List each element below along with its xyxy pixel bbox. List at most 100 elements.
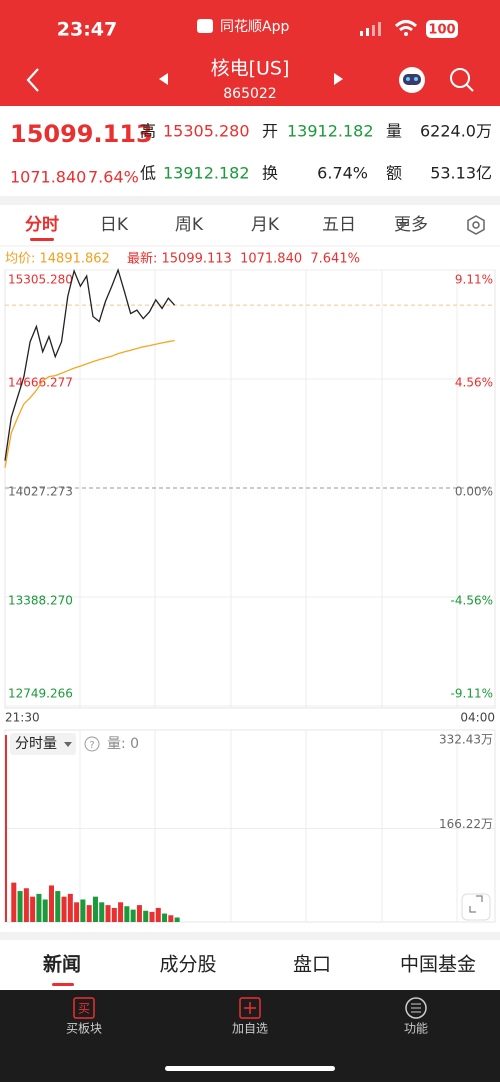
volume-bar (118, 902, 124, 922)
chart-tab[interactable]: 日K (100, 215, 129, 235)
volume-bar (111, 907, 117, 922)
x-tick-label: 21:30 (5, 711, 40, 725)
battery-level: 100 (428, 23, 455, 38)
chart-tab[interactable]: 更多 (394, 215, 428, 235)
volume-bar (155, 907, 161, 922)
chart-tab[interactable]: 分时 (25, 215, 59, 235)
robot-button[interactable] (399, 67, 425, 93)
help-mark: ? (89, 740, 94, 751)
field-value: 13912.182 (163, 164, 250, 183)
bottom-tab[interactable]: 中国基金 (400, 954, 476, 976)
home-indicator (165, 1066, 335, 1071)
volume-bar (36, 893, 42, 922)
volume-bar (30, 896, 36, 922)
field-value: 13912.182 (287, 122, 374, 141)
toolbar-label: 买板块 (66, 1022, 102, 1036)
volume-bar (168, 915, 174, 922)
volume-bar (67, 893, 73, 922)
function-lines (411, 1003, 421, 1013)
prev-stock[interactable] (159, 73, 168, 85)
battery (426, 20, 458, 38)
hour-grid (79, 270, 458, 922)
latest-info: 最新: 15099.113 1071.840 7.641% (127, 251, 360, 267)
price-frame (4, 269, 496, 709)
bottom-tab[interactable]: 成分股 (159, 954, 216, 976)
volume-bar (48, 885, 54, 922)
volume-bar (42, 899, 48, 922)
last-price: 15099.113 (10, 120, 153, 148)
settings-button[interactable] (467, 215, 485, 235)
y2-tick-label: 9.11% (455, 273, 493, 287)
y-tick-label: 13388.270 (8, 593, 73, 607)
field-label: 低 (140, 164, 156, 183)
volume-bar (86, 905, 92, 922)
field-label: 额 (386, 164, 402, 183)
stock-code: 865022 (223, 86, 276, 102)
signal (360, 22, 381, 36)
help-icon[interactable] (84, 736, 100, 752)
y-tick-label: 14666.277 (8, 375, 73, 389)
series-line (4, 339, 175, 468)
volume-bar (99, 902, 105, 922)
wifi-dot (404, 32, 408, 36)
volume-bar (80, 899, 86, 922)
selector-arrow (64, 742, 72, 747)
more-arrow (399, 223, 407, 228)
y-tick-label: 12749.266 (8, 687, 73, 701)
volume-selector[interactable] (10, 733, 76, 755)
volume-bar (105, 905, 111, 922)
field-label: 换 (262, 164, 278, 183)
series-line (4, 267, 176, 461)
field-value: 53.13亿 (430, 164, 492, 183)
buy-icon[interactable] (73, 997, 95, 1019)
volume-bar (17, 891, 23, 922)
change-pct: 7.64% (88, 168, 139, 187)
field-label: 量 (386, 122, 402, 141)
toolbar-label: 功能 (404, 1022, 428, 1036)
y-tick-label: 332.43万 (439, 733, 493, 747)
divider (0, 196, 500, 205)
y-tick-label: 14027.273 (8, 485, 73, 499)
chart-tab[interactable]: 周K (175, 215, 204, 235)
chart-tab[interactable]: 月K (251, 215, 280, 235)
function-icon[interactable] (405, 997, 427, 1019)
clock: 23:47 (57, 19, 117, 41)
field-label: 开 (262, 122, 278, 141)
volume-bar (136, 905, 142, 922)
x-tick-label: 04:00 (460, 711, 495, 725)
volume-bar (143, 910, 149, 922)
search-button[interactable] (450, 68, 474, 92)
y2-tick-label: 0.00% (455, 485, 493, 499)
volume-bar (124, 906, 130, 922)
volume-bar (162, 913, 168, 922)
divider (0, 932, 500, 940)
fullscreen-button[interactable] (461, 893, 491, 921)
next-stock[interactable] (334, 73, 343, 85)
volume-bar (149, 911, 155, 922)
add-icon[interactable] (239, 997, 261, 1019)
fullscreen-icon (469, 895, 483, 913)
field-value: 6224.0万 (420, 122, 492, 141)
change: 1071.840 (10, 168, 86, 187)
wifi (394, 20, 418, 32)
back-button[interactable] (26, 68, 39, 92)
field-value: 6.74% (317, 164, 368, 183)
chart-tab[interactable]: 五日 (322, 215, 356, 235)
y-tick-label: 166.22万 (439, 817, 493, 831)
volume-bar (61, 896, 67, 922)
bottom-tab[interactable]: 新闻 (43, 953, 81, 976)
toolbar-label: 加自选 (232, 1022, 268, 1036)
volume-bar (55, 891, 61, 922)
y2-tick-label: -9.11% (451, 687, 493, 701)
volume-bar (130, 909, 136, 922)
field-label: 高 (140, 122, 156, 141)
app-name: 同花顺App (220, 19, 289, 35)
volume-value: 量: 0 (107, 736, 139, 752)
add-plus (244, 1002, 256, 1014)
volume-bar (174, 917, 180, 922)
bottom-tab[interactable]: 盘口 (293, 954, 331, 976)
avg-info: 均价: 14891.862 (5, 252, 110, 267)
volume-frame (4, 729, 496, 923)
